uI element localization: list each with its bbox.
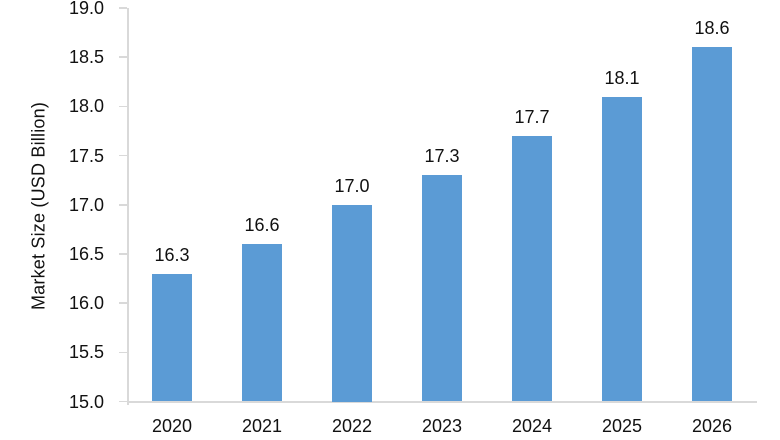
x-tick-label-2024: 2024 <box>511 416 553 436</box>
bar-2025 <box>602 96 642 402</box>
y-tick-label: 15.0 <box>68 391 104 412</box>
y-tick-label: 17.5 <box>68 145 104 166</box>
y-tick-mark <box>119 105 127 108</box>
x-tick-label-2020: 2020 <box>151 416 193 436</box>
y-tick-mark <box>119 204 127 206</box>
y-tick-label: 16.0 <box>68 293 104 314</box>
y-tick-mark <box>119 56 127 58</box>
bar-2024 <box>512 135 552 402</box>
y-tick-mark <box>119 7 127 9</box>
y-tick-mark <box>119 154 127 157</box>
x-axis-line <box>127 400 757 403</box>
x-tick-label-2022: 2022 <box>331 416 373 436</box>
y-tick-label: 18.0 <box>68 96 104 117</box>
bar-value-label-2022: 17.0 <box>334 175 370 196</box>
bar-2023 <box>422 175 462 402</box>
y-tick-mark <box>119 253 127 255</box>
x-tick-label-2023: 2023 <box>421 416 463 436</box>
x-tick-label-2021: 2021 <box>241 416 283 436</box>
x-tick-label-2025: 2025 <box>601 416 643 436</box>
y-tick-label: 17.0 <box>68 194 104 215</box>
y-tick-label: 18.5 <box>68 47 104 68</box>
y-tick-label: 19.0 <box>68 0 104 18</box>
y-tick-label: 16.5 <box>68 243 104 264</box>
bar-2022 <box>332 204 372 402</box>
bar-value-label-2021: 16.6 <box>244 215 280 236</box>
bar-value-label-2024: 17.7 <box>514 106 550 127</box>
y-tick-label: 15.5 <box>68 342 104 363</box>
bar-2026 <box>692 47 732 402</box>
x-tick-label-2026: 2026 <box>691 416 733 436</box>
y-tick-mark <box>119 351 127 354</box>
bar-value-label-2020: 16.3 <box>154 244 190 265</box>
bar-value-label-2023: 17.3 <box>424 146 460 167</box>
bar-2020 <box>152 273 192 402</box>
bar-value-label-2025: 18.1 <box>604 67 640 88</box>
y-axis-line <box>127 8 129 405</box>
y-tick-mark <box>119 400 127 403</box>
bar-2021 <box>242 244 282 402</box>
y-tick-mark <box>119 302 127 304</box>
bar-value-label-2026: 18.6 <box>694 18 730 39</box>
